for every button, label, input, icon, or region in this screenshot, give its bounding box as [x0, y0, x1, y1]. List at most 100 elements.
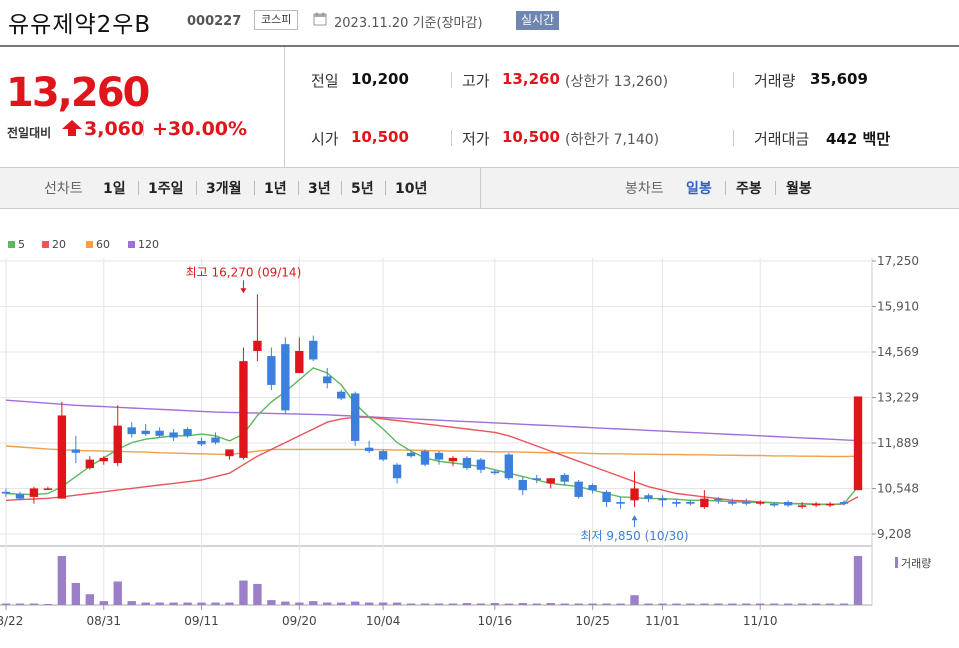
period-separator: [385, 181, 386, 195]
candle-body: [113, 425, 122, 463]
header-divider: [0, 45, 959, 47]
calendar-icon: [313, 12, 327, 26]
period-separator: [775, 181, 776, 195]
volume-bar: [811, 603, 821, 605]
y-tick-label: 10,548: [877, 482, 919, 496]
candle-body: [364, 447, 374, 452]
period-separator: [298, 181, 299, 195]
volume-bar: [742, 603, 751, 605]
candle-body: [588, 485, 597, 491]
candle-body: [756, 502, 765, 504]
volume-bar: [281, 601, 290, 605]
change-label: 전일대비: [7, 126, 52, 140]
volume-bar: [546, 603, 555, 605]
candle-body: [350, 393, 360, 441]
volume-bar: [378, 602, 388, 605]
x-tick-label: 10/25: [575, 614, 610, 628]
candle-body: [211, 437, 220, 443]
candle-body: [169, 432, 178, 438]
volume-bar: [197, 602, 206, 605]
period-monthly[interactable]: 월봉: [786, 181, 812, 197]
period-daily[interactable]: 일봉: [686, 181, 712, 197]
period-1w[interactable]: 1주일: [148, 181, 184, 197]
y-tick-label: 13,229: [877, 391, 919, 405]
candle-body: [616, 502, 625, 504]
amount-value: 442 백만: [826, 128, 890, 149]
date-suffix: 기준(장마감): [412, 16, 483, 31]
candle-body: [476, 459, 486, 470]
ma20-line: [5, 416, 859, 506]
volume-bar: [323, 602, 332, 605]
candle-body: [658, 498, 667, 501]
volume-bar: [602, 603, 611, 605]
legend-ma5: 5: [18, 238, 25, 251]
candle-body: [337, 391, 346, 399]
volume-bar: [420, 603, 430, 605]
volume-bar: [85, 594, 94, 605]
x-tick-label: 08/22: [0, 614, 23, 628]
period-3y[interactable]: 3년: [308, 181, 331, 197]
volume-bar: [630, 595, 639, 605]
volume-bar: [504, 603, 514, 605]
upper-limit-label: 상한가: [570, 74, 610, 90]
summary-bottom-border: [0, 167, 959, 168]
candle-body: [57, 415, 67, 499]
candle-body: [85, 459, 94, 469]
prev-close-label: 전일: [311, 72, 339, 90]
period-separator: [138, 181, 139, 195]
upper-limit: (상한가 13,260): [565, 74, 669, 90]
period-1y[interactable]: 1년: [264, 181, 287, 197]
candle-body: [825, 503, 835, 506]
volume-bar: [337, 602, 346, 605]
volume-bar: [43, 604, 53, 605]
candle-body: [127, 427, 136, 435]
legend-ma120-swatch: [128, 241, 135, 248]
volume-bar: [57, 556, 67, 605]
legend-ma5-swatch: [8, 241, 15, 248]
volume-bar: [364, 602, 374, 605]
volume-bar: [644, 603, 653, 605]
period-5y[interactable]: 5년: [351, 181, 374, 197]
period-bar: [0, 168, 959, 209]
period-3m[interactable]: 3개월: [206, 181, 242, 197]
period-weekly[interactable]: 주봉: [736, 181, 762, 197]
candle-body: [434, 452, 444, 460]
lower-limit-value: 7,140: [613, 132, 654, 148]
candle-body: [29, 488, 39, 497]
volume-bar: [406, 603, 416, 605]
ma120-line: [5, 399, 859, 442]
realtime-button[interactable]: 실시간: [516, 11, 560, 30]
up-arrow-icon: [62, 120, 82, 136]
candle-body: [99, 457, 108, 462]
volume-bar: [141, 602, 150, 605]
candle-body: [267, 356, 276, 385]
max-annotation: 최고 16,270 (09/14): [186, 265, 302, 279]
legend-ma120: 120: [138, 238, 159, 251]
period-1d[interactable]: 1일: [103, 181, 126, 197]
volume-bar: [588, 603, 597, 605]
volume-bar: [476, 603, 486, 605]
amount-unit: 백만: [862, 130, 891, 148]
volume-bar: [113, 581, 122, 605]
candle-body: [546, 478, 555, 484]
volume-bar: [239, 580, 248, 605]
legend-ma20: 20: [52, 238, 66, 251]
volume-bar: [295, 602, 304, 605]
volume-bar: [462, 603, 472, 605]
line-chart-label: 선차트: [44, 181, 83, 197]
candle-body: [532, 478, 541, 480]
y-tick-label: 14,569: [877, 345, 919, 359]
volume-legend-swatch: [895, 557, 898, 568]
period-10y[interactable]: 10년: [395, 181, 428, 197]
candle-body: [392, 464, 402, 479]
stock-code: 000227: [187, 14, 242, 29]
candle-body: [253, 340, 262, 351]
candle-body: [630, 488, 639, 501]
amount-label: 거래대금: [754, 130, 810, 148]
min-arrow-head: [631, 515, 638, 521]
volume-bar: [714, 603, 723, 605]
candle-body: [714, 498, 723, 501]
ma60-line: [5, 445, 859, 458]
stat-separator: [733, 130, 734, 146]
